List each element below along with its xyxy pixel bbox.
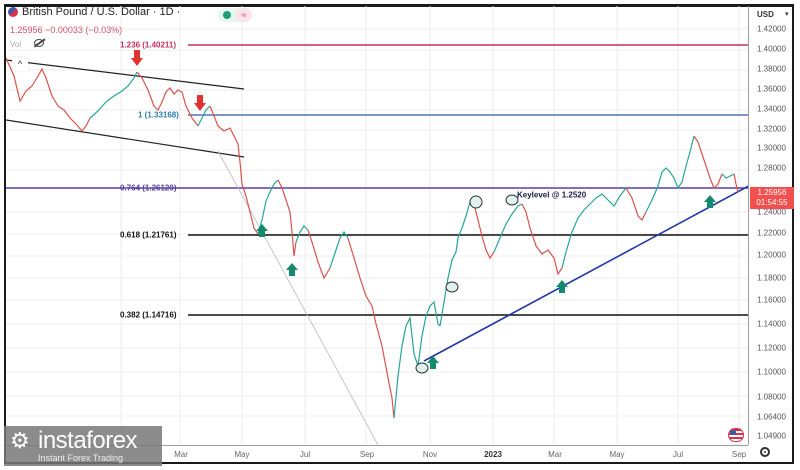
gear-logo-icon: ⚙ <box>10 428 30 453</box>
hide-eye-icon[interactable] <box>34 39 44 47</box>
y-tick: 1.40000 <box>757 44 786 54</box>
us-events-flag-icon[interactable] <box>728 428 744 442</box>
y-tick: 1.10000 <box>757 367 786 377</box>
green-up-arrow-icon <box>427 356 439 369</box>
circle-marker <box>415 362 429 374</box>
price-axis[interactable]: USD ▾ 1.42000 1.40000 1.38000 1.36000 1.… <box>748 6 795 445</box>
green-up-arrow-icon <box>556 280 568 293</box>
current-price-tag: 1.25956 01:54:55 <box>750 187 794 209</box>
fib-1-label: 1 (1.33168) <box>138 110 179 120</box>
thin-diagonal-line <box>217 150 379 445</box>
channel-upper-line <box>6 59 245 90</box>
y-tick: 1.24000 <box>757 207 786 217</box>
x-tick: Sep <box>731 450 747 459</box>
currency-selector[interactable]: USD <box>757 10 774 19</box>
y-tick: 1.14000 <box>757 319 786 329</box>
symbol-title[interactable]: British Pound / U.S. Dollar · 1D · <box>22 6 181 18</box>
fib-1236-label: 1.236 (1.40211) <box>120 40 177 50</box>
green-up-arrow-icon <box>704 195 716 208</box>
x-tick: May <box>234 450 250 459</box>
circle-marker <box>505 194 519 206</box>
keylevel-annotation: Keylevel @ 1.2520 <box>517 190 587 200</box>
chevron-down-icon[interactable]: ▾ <box>785 11 789 18</box>
y-tick: 1.36000 <box>757 84 786 94</box>
wave-icon: ≈ <box>236 8 252 22</box>
red-down-arrow-icon <box>194 95 206 111</box>
price-candles <box>6 57 739 419</box>
watermark-brand: instaforex <box>38 427 138 454</box>
y-tick: 1.22000 <box>757 228 786 238</box>
y-tick: 1.08000 <box>757 392 786 402</box>
last-price: 1.25956 <box>10 25 43 35</box>
bar-countdown: 01:54:55 <box>756 198 788 207</box>
x-tick: Mar <box>174 450 188 459</box>
collapse-chevron-up-icon[interactable]: ^ <box>12 57 28 71</box>
green-up-arrow-icon <box>286 263 298 276</box>
price-change: −0.00033 <box>45 25 83 35</box>
y-tick: 1.30000 <box>757 143 786 153</box>
x-tick: Jul <box>672 450 684 459</box>
y-tick: 1.28000 <box>757 163 786 173</box>
green-up-arrow-icon <box>256 224 268 237</box>
chart-header: British Pound / U.S. Dollar · 1D · <box>8 6 180 18</box>
volume-label: Vol <box>10 40 22 49</box>
fib-0764-label: 0.764 (1.26120) <box>120 183 177 193</box>
circle-marker <box>445 281 459 293</box>
red-down-arrow-icon <box>131 50 143 66</box>
grid <box>6 6 748 445</box>
chart-plot[interactable] <box>6 6 748 445</box>
y-tick: 1.06400 <box>757 412 786 422</box>
time-axis[interactable]: Mar May Jul Sep Nov 2023 Mar May Jul Sep <box>6 445 748 466</box>
price-quote: 1.25956 −0.00033 (−0.03%) <box>10 25 122 35</box>
fib-0618-label: 0.618 (1.21761) <box>120 230 177 240</box>
current-price: 1.25956 <box>757 188 787 197</box>
gbpusd-flag-icon <box>8 7 18 17</box>
watermark-tagline: Instant Forex Trading <box>38 453 124 463</box>
settings-gear-icon[interactable] <box>760 447 770 457</box>
market-open-dot-icon <box>223 11 231 19</box>
x-tick-year: 2023 <box>484 450 502 459</box>
x-tick: May <box>609 450 625 459</box>
x-tick: Nov <box>422 450 438 459</box>
y-tick: 1.16000 <box>757 295 786 305</box>
channel-lower-line <box>6 119 245 158</box>
ascending-trendline <box>423 185 748 362</box>
y-tick: 1.18000 <box>757 273 786 283</box>
y-tick: 1.38000 <box>757 64 786 74</box>
market-status-pill[interactable]: ≈ <box>218 8 252 22</box>
y-tick: 1.12000 <box>757 343 786 353</box>
instaforex-watermark: ⚙ instaforex Instant Forex Trading <box>4 426 162 466</box>
y-tick: 1.34000 <box>757 104 786 114</box>
x-tick: Sep <box>359 450 375 459</box>
circle-marker <box>469 195 483 209</box>
y-tick: 1.20000 <box>757 250 786 260</box>
y-tick: 1.32000 <box>757 124 786 134</box>
y-tick: 1.04900 <box>757 431 786 441</box>
x-tick: Mar <box>548 450 562 459</box>
price-change-pct: (−0.03%) <box>85 25 123 35</box>
y-tick: 1.42000 <box>757 24 786 34</box>
x-tick: Jul <box>299 450 311 459</box>
fib-0382-label: 0.382 (1.14716) <box>120 310 177 320</box>
